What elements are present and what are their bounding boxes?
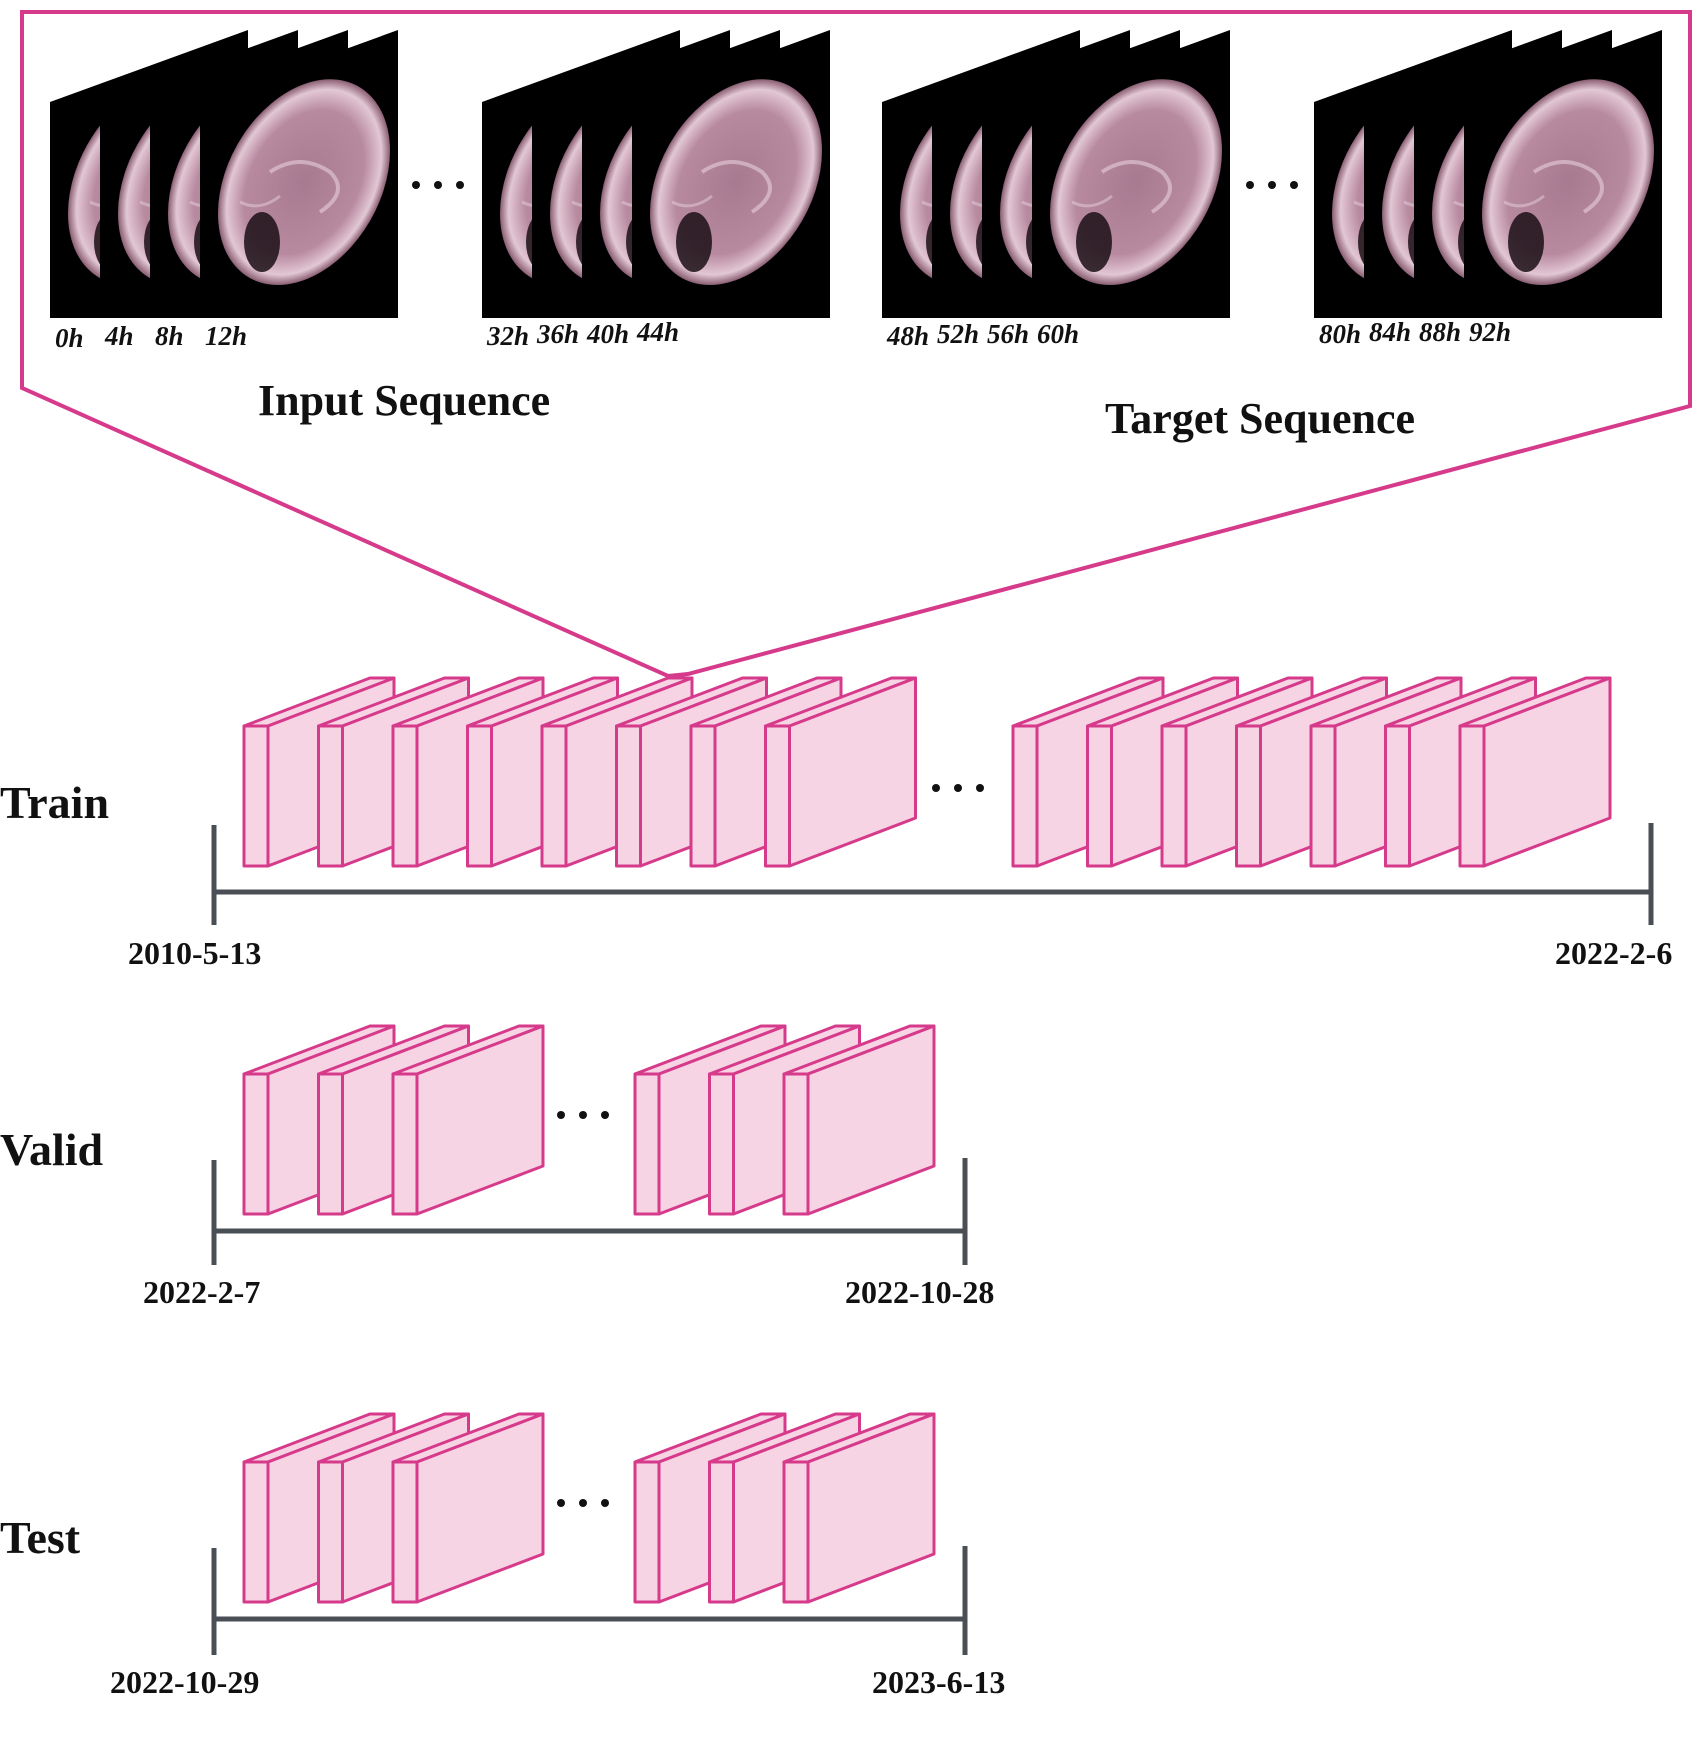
time-label: 88h [1419,317,1461,347]
target-sequence-label: Target Sequence [1105,394,1415,443]
ellipsis [1246,181,1298,189]
sequence-block [764,676,917,868]
sequence-block [782,1412,936,1604]
time-label: 48h [886,321,929,351]
zoom-frame [20,10,1692,679]
input-frames-group-1 [48,28,400,320]
test-end-date: 2023-6-13 [872,1664,1005,1700]
time-label: 40h [586,319,629,349]
sequence-block [1458,676,1612,868]
train-timeline [211,823,1654,925]
test-start-date: 2022-10-29 [110,1664,259,1700]
ellipsis [932,784,984,792]
ellipsis [412,181,464,189]
sequence-block [391,1024,545,1216]
valid-start-date: 2022-2-7 [143,1274,260,1310]
ellipsis [557,1111,609,1119]
target-frames-group-1 [880,28,1232,320]
train-end-date: 2022-2-6 [1555,935,1672,971]
sequence-block [391,1412,545,1604]
input-frames-group-2 [480,28,832,320]
time-label: 12h [205,321,247,351]
target-frames-group-2 [1312,28,1664,320]
time-label: 52h [937,319,979,349]
time-label: 4h [104,321,134,351]
time-label: 60h [1037,319,1079,349]
valid-end-date: 2022-10-28 [845,1274,994,1310]
time-label: 44h [636,317,679,347]
time-label: 0h [55,323,84,353]
train-start-date: 2010-5-13 [128,935,261,971]
time-label: 92h [1469,317,1511,347]
time-label: 84h [1369,317,1411,347]
time-label: 80h [1319,319,1361,349]
split-label-valid: Valid [0,1124,104,1175]
valid-timeline [211,1158,968,1265]
test-timeline [211,1546,968,1655]
time-label: 32h [486,321,529,351]
time-label: 8h [155,321,184,351]
sequence-block [782,1024,936,1216]
ellipsis [557,1499,609,1507]
split-label-train: Train [0,777,109,828]
split-label-test: Test [0,1512,81,1563]
valid-blocks [242,1024,936,1216]
time-label: 36h [536,319,579,349]
test-blocks [242,1412,936,1604]
input-sequence-label: Input Sequence [258,376,550,425]
train-blocks [242,676,1612,868]
time-label: 56h [987,319,1029,349]
